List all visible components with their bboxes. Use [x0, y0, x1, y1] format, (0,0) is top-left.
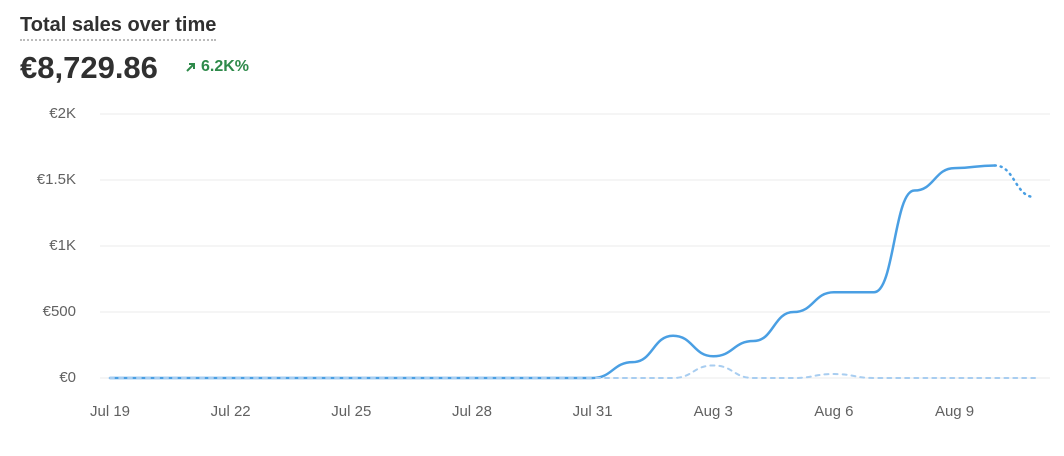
x-tick-label: Aug 9 — [935, 403, 974, 420]
y-tick-label: €2K — [49, 105, 76, 122]
y-tick-label: €500 — [43, 303, 76, 320]
y-tick-label: €1K — [49, 237, 76, 254]
x-tick-label: Jul 25 — [331, 403, 371, 420]
up-arrow-icon — [186, 63, 195, 72]
x-tick-label: Jul 19 — [90, 403, 130, 420]
x-tick-label: Jul 22 — [211, 403, 251, 420]
change-indicator: 6.2K% — [185, 58, 249, 76]
x-tick-label: Aug 6 — [814, 403, 853, 420]
total-value: €8,729.86 — [20, 50, 158, 85]
y-tick-label: €0 — [59, 369, 76, 386]
y-tick-label: €1.5K — [37, 171, 76, 188]
x-tick-label: Jul 28 — [452, 403, 492, 420]
x-tick-label: Aug 3 — [694, 403, 733, 420]
x-tick-label: Jul 31 — [573, 403, 613, 420]
series-line — [109, 364, 1036, 379]
chart-title[interactable]: Total sales over time — [20, 14, 217, 41]
series-line — [993, 164, 1037, 199]
change-value: 6.2K% — [201, 58, 250, 75]
series-line — [108, 164, 997, 380]
